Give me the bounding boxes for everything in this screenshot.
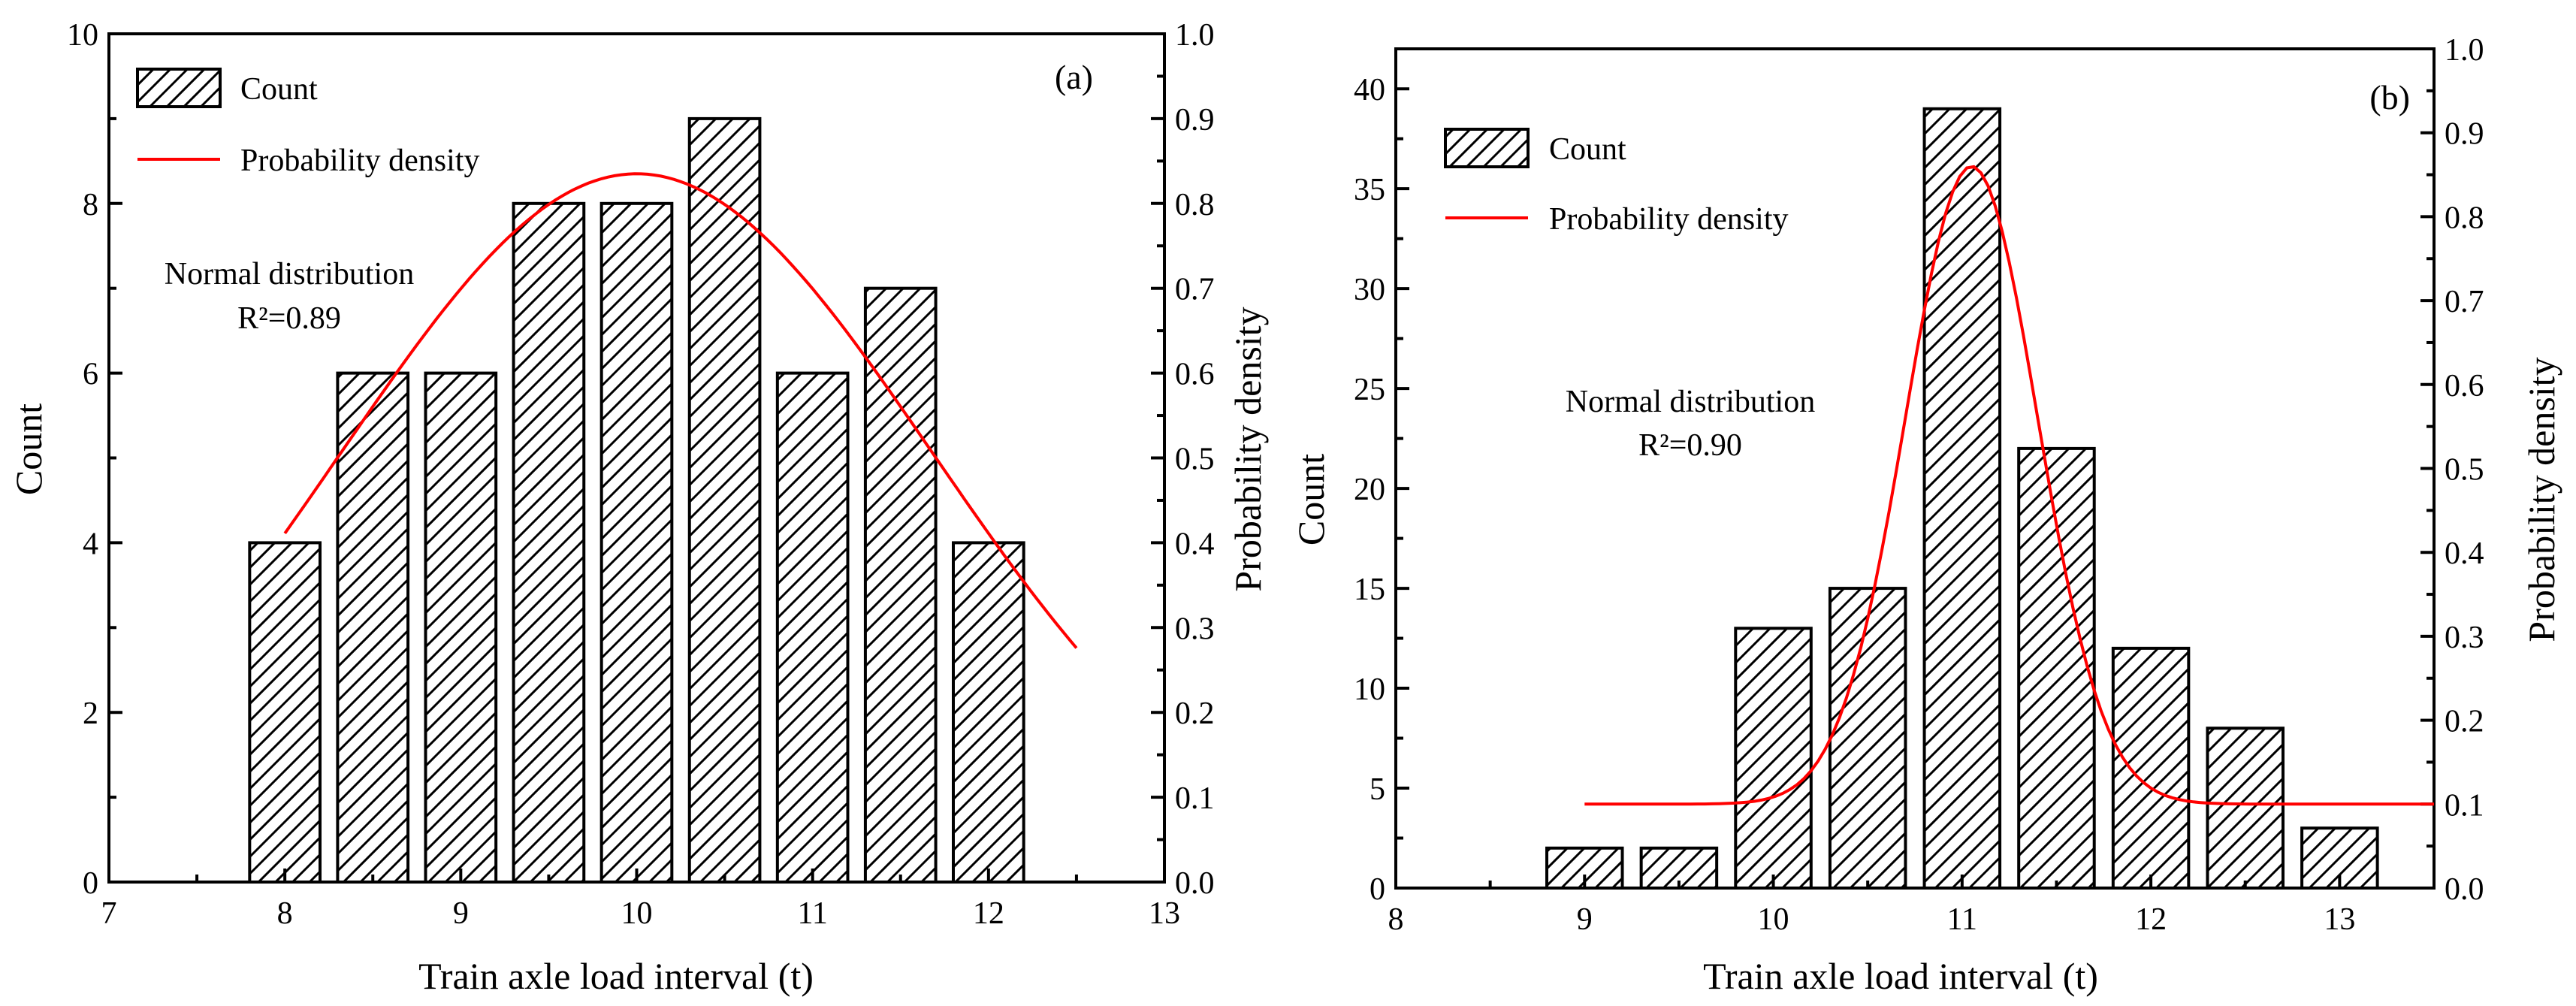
x-axis-label: Train axle load interval (t) bbox=[418, 955, 814, 997]
bar-4 bbox=[1922, 107, 2002, 890]
bar-6 bbox=[2111, 646, 2191, 890]
bar-3 bbox=[512, 201, 586, 884]
bar-5 bbox=[687, 116, 762, 884]
y-right-tick-label: 0.1 bbox=[1175, 781, 1215, 816]
y-right-tick-label: 0.3 bbox=[2445, 621, 2484, 655]
x-tick-label: 11 bbox=[797, 896, 827, 931]
y-right-tick-label: 1.0 bbox=[2445, 33, 2484, 68]
legend-count-label: Count bbox=[1549, 132, 1626, 167]
y-right-tick-label: 0.7 bbox=[1175, 273, 1215, 307]
bar-0 bbox=[248, 541, 322, 884]
y-right-tick-label: 0.6 bbox=[2445, 369, 2484, 403]
y-right-tick-label: 0.6 bbox=[1175, 358, 1215, 392]
x-tick-label: 7 bbox=[101, 896, 117, 931]
y-tick-label: 6 bbox=[83, 358, 98, 392]
y-tick-label: 5 bbox=[1370, 772, 1385, 807]
y-axis-label: Count bbox=[1290, 454, 1332, 545]
bar-4 bbox=[599, 201, 674, 884]
bar-2 bbox=[1734, 627, 1813, 890]
annotation-title: Normal distribution bbox=[1566, 385, 1815, 419]
annotation-r2: R²=0.89 bbox=[237, 301, 341, 336]
probability-density-curve bbox=[1584, 165, 2434, 806]
y-right-tick-label: 0.5 bbox=[1175, 443, 1215, 477]
y-right-tick-label: 0.9 bbox=[1175, 103, 1215, 137]
y-tick-label: 35 bbox=[1354, 173, 1385, 207]
y-tick-label: 25 bbox=[1354, 373, 1385, 407]
y-tick-label: 2 bbox=[83, 696, 98, 731]
x-tick-label: 9 bbox=[453, 896, 469, 931]
bar-3 bbox=[1828, 587, 1907, 890]
bar-5 bbox=[2017, 446, 2096, 890]
y-right-tick-label: 1.0 bbox=[1175, 18, 1215, 53]
legend-bar-swatch bbox=[1444, 128, 1530, 168]
chart-panel-a: (a) Count Probability density Normal dis… bbox=[8, 18, 1269, 997]
chart-panel-b: (b) Count Probability density Normal dis… bbox=[1290, 33, 2562, 997]
y-right-tick-label: 0.3 bbox=[1175, 612, 1215, 646]
y-right-tick-label: 0.0 bbox=[1175, 866, 1215, 901]
y-tick-label: 40 bbox=[1354, 73, 1385, 107]
bar-8 bbox=[952, 541, 1025, 884]
y-right-tick-label: 0.1 bbox=[2445, 788, 2484, 823]
y-axis-right-label: Probability density bbox=[1227, 307, 1269, 591]
legend-density-label: Probability density bbox=[240, 143, 480, 178]
x-axis-label: Train axle load interval (t) bbox=[1703, 955, 2098, 997]
y-tick-label: 8 bbox=[83, 188, 98, 222]
y-right-tick-label: 0.9 bbox=[2445, 117, 2484, 152]
bar-1 bbox=[336, 371, 410, 884]
y-right-tick-label: 0.0 bbox=[2445, 872, 2484, 907]
fit-annotation: Normal distribution R²=0.90 bbox=[1566, 385, 1815, 463]
y-tick-label: 20 bbox=[1354, 473, 1385, 507]
legend-count-label: Count bbox=[240, 72, 318, 107]
axis-ticks: 7 8 9 10 11 12 13 0 2 4 6 8 10 0.0 0.1 0.2 0.3 0.4 0.5 0.6 0… bbox=[67, 18, 1215, 931]
x-tick-label: 12 bbox=[973, 896, 1004, 931]
bar-6 bbox=[775, 371, 850, 884]
x-tick-label: 9 bbox=[1577, 902, 1593, 937]
y-right-tick-label: 0.5 bbox=[2445, 453, 2484, 488]
annotation-r2: R²=0.90 bbox=[1638, 428, 1742, 463]
y-tick-label: 30 bbox=[1354, 273, 1385, 307]
probability-density-curve bbox=[283, 172, 1078, 649]
x-tick-label: 8 bbox=[277, 896, 293, 931]
axis-ticks: 8 9 10 11 12 13 0 5 10 15 20 25 30 35 40 0.0 0.1 0.2 0.3 0.… bbox=[1354, 33, 2484, 937]
fit-annotation: Normal distribution R²=0.89 bbox=[165, 257, 414, 336]
x-tick-label: 11 bbox=[1947, 902, 1977, 937]
y-axis-right-label: Probability density bbox=[2520, 357, 2562, 642]
y-right-tick-label: 0.8 bbox=[2445, 201, 2484, 235]
y-tick-label: 10 bbox=[67, 18, 98, 53]
y-right-tick-label: 0.2 bbox=[2445, 705, 2484, 739]
y-tick-label: 4 bbox=[83, 527, 98, 561]
y-right-tick-label: 0.4 bbox=[2445, 536, 2484, 571]
x-tick-label: 10 bbox=[1758, 902, 1789, 937]
legend: Count Probability density bbox=[136, 68, 480, 178]
y-tick-label: 15 bbox=[1354, 572, 1385, 607]
legend-bar-swatch bbox=[136, 68, 222, 108]
x-tick-label: 13 bbox=[2324, 902, 2355, 937]
y-axis-label: Count bbox=[8, 403, 50, 495]
x-tick-label: 10 bbox=[621, 896, 653, 931]
legend: Count Probability density bbox=[1444, 128, 1789, 237]
y-right-tick-label: 0.4 bbox=[1175, 527, 1215, 561]
bar-7 bbox=[2206, 727, 2285, 890]
bars bbox=[248, 116, 1025, 884]
y-right-tick-label: 0.2 bbox=[1175, 696, 1215, 731]
x-tick-label: 13 bbox=[1149, 896, 1180, 931]
y-tick-label: 0 bbox=[83, 866, 98, 901]
bar-2 bbox=[424, 371, 498, 884]
x-tick-label: 8 bbox=[1388, 902, 1404, 937]
x-tick-label: 12 bbox=[2135, 902, 2167, 937]
annotation-title: Normal distribution bbox=[165, 257, 414, 292]
panel-label: (a) bbox=[1055, 58, 1093, 96]
y-right-tick-label: 0.7 bbox=[2445, 285, 2484, 319]
y-tick-label: 10 bbox=[1354, 672, 1385, 707]
y-right-tick-label: 0.8 bbox=[1175, 188, 1215, 222]
bar-7 bbox=[863, 286, 938, 884]
legend-density-label: Probability density bbox=[1549, 202, 1789, 237]
panel-label: (b) bbox=[2369, 78, 2410, 116]
y-tick-label: 0 bbox=[1370, 872, 1385, 907]
